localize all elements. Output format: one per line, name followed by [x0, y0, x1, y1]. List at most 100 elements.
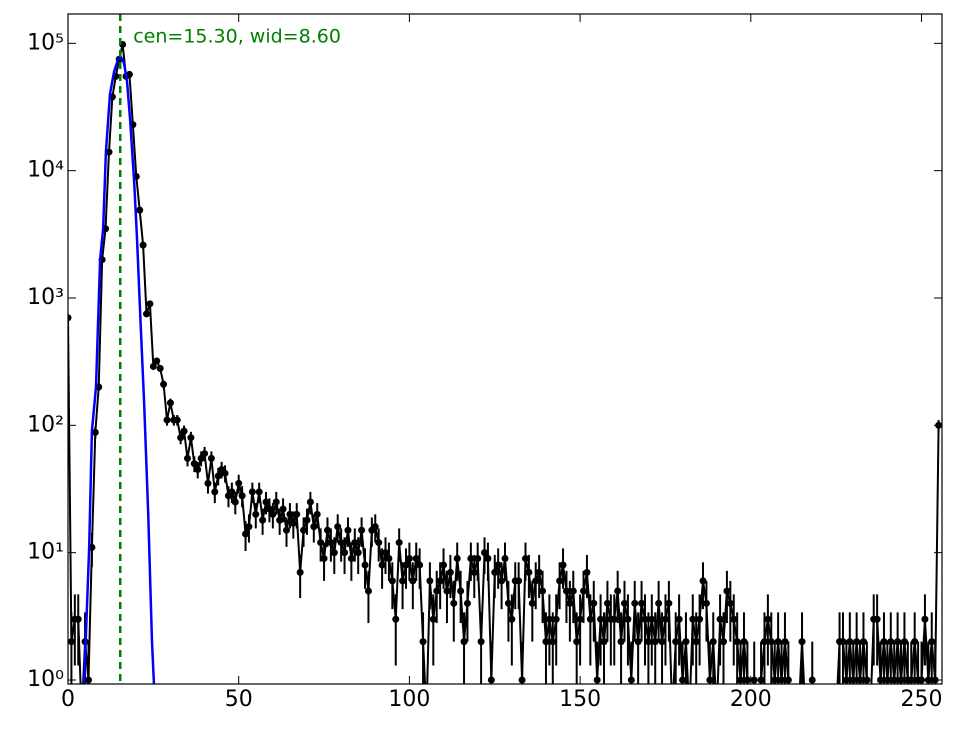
data-point — [856, 676, 864, 684]
data-point — [463, 599, 471, 607]
data-point — [248, 488, 256, 496]
data-point — [68, 314, 72, 322]
data-point — [347, 554, 355, 562]
data-point — [764, 615, 772, 623]
data-point — [617, 638, 625, 646]
data-point — [183, 454, 191, 462]
data-point — [692, 638, 700, 646]
data-point — [661, 615, 669, 623]
data-point — [238, 492, 246, 500]
data-point — [665, 599, 673, 607]
data-point — [887, 638, 895, 646]
x-tick-label: 150 — [559, 687, 601, 712]
data-point — [545, 615, 553, 623]
data-point — [907, 676, 915, 684]
data-point — [207, 454, 215, 462]
data-point — [139, 241, 147, 249]
data-point — [242, 530, 250, 538]
data-point — [675, 615, 683, 623]
data-point — [702, 599, 710, 607]
data-point — [552, 615, 560, 623]
data-point — [610, 615, 618, 623]
data-point — [549, 638, 557, 646]
data-point — [894, 638, 902, 646]
data-point — [655, 599, 663, 607]
data-point — [272, 498, 280, 506]
data-point — [877, 676, 885, 684]
data-point — [194, 465, 202, 473]
data-point — [484, 554, 492, 562]
data-point — [163, 416, 171, 424]
data-point — [177, 434, 185, 442]
data-point — [259, 516, 267, 524]
data-point — [750, 676, 758, 684]
data-point — [399, 577, 407, 585]
annotation: cen=15.30, wid=8.60 — [133, 26, 341, 48]
data-point — [713, 711, 720, 718]
data-point — [474, 554, 482, 562]
data-point — [323, 526, 331, 534]
data-point — [334, 523, 342, 531]
line — [82, 55, 156, 684]
data-point — [911, 638, 919, 646]
data-point — [733, 638, 741, 646]
data-point — [354, 549, 362, 557]
data-point — [255, 488, 263, 496]
data-point — [460, 638, 468, 646]
data-point — [924, 676, 932, 684]
data-point — [631, 599, 639, 607]
data-point — [883, 676, 891, 684]
data-point — [682, 638, 690, 646]
data-point — [265, 505, 273, 513]
y-tick-label: 10² — [27, 412, 64, 437]
data-point — [143, 310, 151, 318]
data-point — [327, 539, 335, 547]
data-point — [286, 510, 294, 518]
data-point — [778, 676, 786, 684]
plot-content — [68, 14, 942, 718]
data-point — [771, 676, 779, 684]
data-point — [528, 599, 536, 607]
data-point — [542, 638, 550, 646]
line — [68, 44, 940, 684]
data-point — [679, 676, 687, 684]
y-tick-label: 10¹ — [27, 540, 64, 565]
y-tick-label: 10⁴ — [27, 158, 64, 183]
data-point — [78, 711, 85, 718]
data-point — [320, 554, 328, 562]
data-point — [566, 599, 574, 607]
data-point — [228, 488, 236, 496]
data-point — [221, 469, 229, 477]
data-point — [204, 479, 212, 487]
data-point — [214, 472, 222, 480]
data-point — [798, 638, 806, 646]
x-tick-label: 100 — [388, 687, 430, 712]
data-point — [699, 577, 707, 585]
data-point — [84, 676, 92, 684]
x-tick-label: 250 — [901, 687, 943, 712]
data-point — [518, 676, 526, 684]
data-point — [569, 587, 577, 595]
data-point — [317, 539, 325, 547]
data-point — [187, 434, 195, 442]
data-point — [890, 676, 898, 684]
data-point — [802, 711, 809, 718]
data-point — [453, 554, 461, 562]
data-point — [723, 587, 731, 595]
data-point — [648, 615, 656, 623]
data-point — [231, 498, 239, 506]
data-point — [494, 561, 502, 569]
data-point — [245, 523, 253, 531]
data-point — [658, 638, 666, 646]
data-point — [378, 561, 386, 569]
data-point — [726, 599, 734, 607]
data-point — [767, 638, 775, 646]
data-point — [706, 676, 714, 684]
data-point — [296, 568, 304, 576]
data-point — [562, 587, 570, 595]
data-point — [709, 638, 717, 646]
data-point — [153, 357, 161, 365]
data-point — [446, 568, 454, 576]
data-point — [409, 577, 417, 585]
